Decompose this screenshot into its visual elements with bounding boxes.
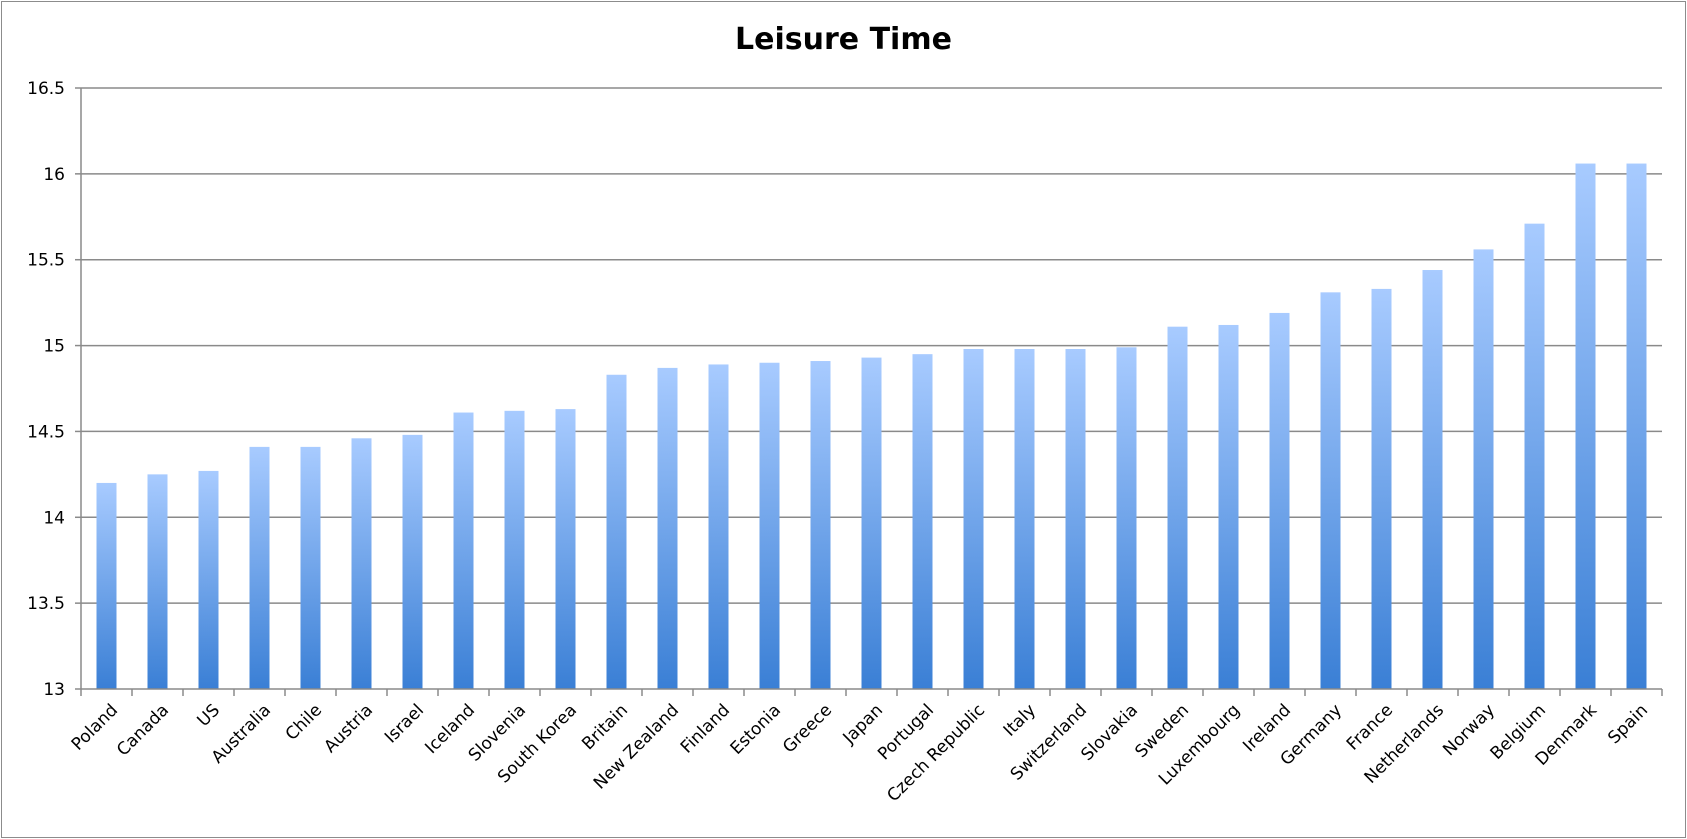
x-category-label: Israel — [381, 700, 428, 747]
bar — [1167, 326, 1188, 689]
bar — [1269, 312, 1290, 689]
y-tick-label: 14 — [43, 508, 65, 528]
x-category-label: Estonia — [727, 700, 785, 758]
x-category-label: Canada — [113, 700, 173, 760]
bar — [1218, 324, 1239, 689]
bar — [96, 482, 117, 689]
bar — [1422, 270, 1443, 689]
bar — [606, 374, 627, 689]
bar — [1320, 292, 1341, 689]
bar — [657, 367, 678, 689]
bar — [453, 412, 474, 689]
bar — [861, 357, 882, 689]
x-category-label: Slovakia — [1077, 700, 1142, 765]
x-category-label: Finland — [677, 700, 734, 757]
bar — [504, 410, 525, 689]
bar — [147, 474, 168, 689]
y-tick-label: 14.5 — [27, 422, 65, 442]
bar — [810, 361, 831, 689]
y-tick-label: 16 — [43, 165, 65, 185]
bar — [249, 446, 270, 689]
y-tick-label: 13 — [43, 680, 65, 700]
y-tick-label: 16.5 — [27, 79, 65, 99]
x-category-label: Italy — [1000, 700, 1040, 740]
chart-title: Leisure Time — [735, 22, 952, 57]
bar — [1371, 288, 1392, 689]
y-tick-label: 15.5 — [27, 251, 65, 271]
x-category-label: Chile — [282, 700, 326, 744]
y-tick-label: 13.5 — [27, 594, 65, 614]
bar — [1473, 249, 1494, 689]
bar — [912, 354, 933, 689]
x-category-label: Spain — [1604, 700, 1652, 748]
bar — [555, 409, 576, 689]
bar — [759, 362, 780, 689]
x-category-label: US — [193, 700, 224, 731]
bar — [402, 434, 423, 689]
bar — [1626, 163, 1647, 689]
bars — [96, 163, 1647, 689]
x-category-label: Austria — [320, 700, 377, 757]
bar — [300, 446, 321, 689]
x-category-label: Greece — [779, 700, 836, 757]
bar — [198, 470, 219, 689]
bar — [1065, 349, 1086, 689]
bar — [963, 349, 984, 689]
y-tick-label: 15 — [43, 337, 65, 357]
bar — [708, 364, 729, 689]
bar — [1116, 347, 1137, 689]
bar — [1014, 349, 1035, 689]
bar — [1524, 223, 1545, 689]
x-category-label: Japan — [839, 700, 887, 748]
y-axis-ticks: 13 13.5 14 14.5 15 15.5 16 16.5 — [27, 79, 81, 700]
bar — [1575, 163, 1596, 689]
axes — [80, 88, 1663, 696]
bar — [351, 438, 372, 689]
